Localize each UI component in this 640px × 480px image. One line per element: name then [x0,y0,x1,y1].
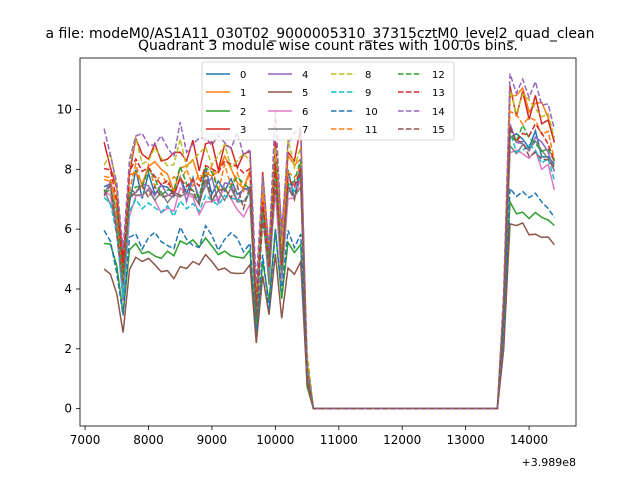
legend-label-10: 10 [365,107,378,118]
series-line-15 [103,125,555,410]
legend-label-12: 12 [432,70,445,81]
legend-label-15: 15 [432,125,445,136]
x-tick-label: 12000 [383,433,421,447]
legend-label-6: 6 [302,107,308,118]
y-tick-label: 8 [64,162,72,176]
y-tick-label: 2 [64,342,72,356]
series-layer [103,73,556,410]
legend-label-3: 3 [240,125,246,136]
x-tick-label: 13000 [447,433,485,447]
series-line-14 [103,73,556,410]
plot-area: 7000 8000 9000 10000 11000 12000 13000 14000 0 2… [57,57,577,469]
legend-label-11: 11 [365,125,378,136]
legend-frame [201,61,455,141]
legend-label-8: 8 [365,70,371,81]
y-axis: 0 2 4 6 8 10 [57,102,80,416]
legend-label-0: 0 [240,70,246,81]
series-line-4 [103,123,556,410]
y-tick-label: 4 [64,282,72,296]
x-tick-label: 8000 [133,433,164,447]
x-offset-label: +3.989e8 [522,456,576,469]
x-tick-label: 10000 [256,433,294,447]
legend-label-13: 13 [432,88,445,99]
legend-label-14: 14 [432,107,445,118]
legend-label-1: 1 [240,88,246,99]
legend-label-9: 9 [365,88,371,99]
legend-label-2: 2 [240,107,246,118]
legend-label-4: 4 [302,70,308,81]
series-line-12 [104,123,556,410]
series-line-5 [103,221,555,410]
chart-title: Quadrant 3 module wise count rates with … [138,38,518,54]
x-tick-label: 14000 [510,433,548,447]
legend-label-5: 5 [302,88,308,99]
y-tick-label: 6 [64,222,72,236]
y-tick-label: 10 [57,102,72,116]
y-tick-label: 0 [64,402,72,416]
x-tick-label: 9000 [197,433,228,447]
figure-suptitle: a file: modeM0/AS1A11_030T02_9000005310_… [46,26,595,42]
x-tick-label: 11000 [320,433,358,447]
series-line-0 [103,128,555,410]
series-line-10 [103,186,556,410]
series-line-6 [103,148,556,410]
legend-label-7: 7 [302,125,308,136]
series-line-9 [103,131,556,410]
series-line-11 [103,110,556,410]
x-tick-label: 7000 [70,433,101,447]
series-line-2 [104,199,555,410]
axes-frame [79,57,577,427]
series-line-13 [103,122,556,410]
x-axis: 7000 8000 9000 10000 11000 12000 13000 14000 [70,426,548,447]
